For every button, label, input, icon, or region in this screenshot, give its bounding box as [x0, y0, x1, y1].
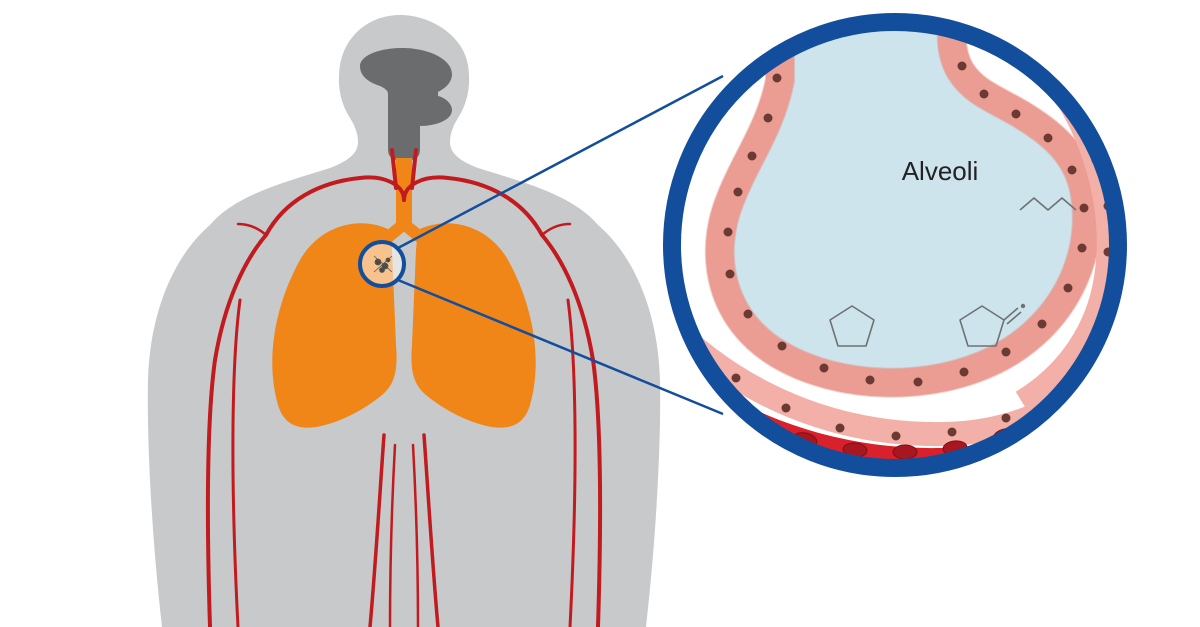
alveoli-inset — [640, 10, 1170, 490]
callout-source — [360, 242, 404, 286]
anatomy-diagram: Alveoli — [0, 0, 1200, 627]
alveoli-label: Alveoli — [902, 156, 979, 186]
